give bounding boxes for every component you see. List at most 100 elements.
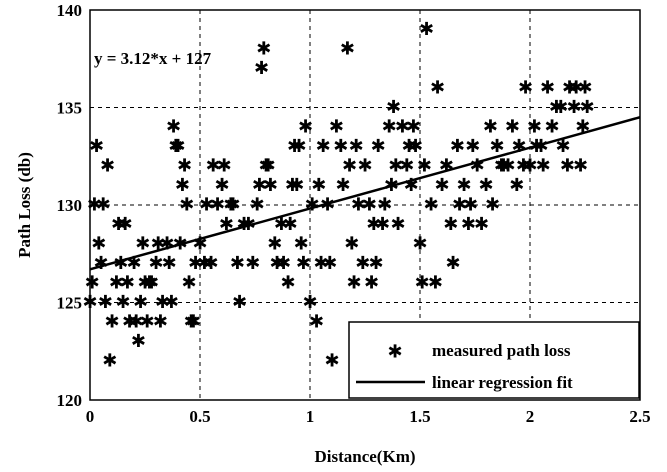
data-point: ✱: [188, 253, 203, 274]
data-point: ✱: [269, 253, 284, 274]
data-point: ✱: [148, 253, 163, 274]
data-point: ✱: [133, 292, 148, 313]
data-point: ✱: [461, 214, 476, 235]
data-point: ✱: [355, 253, 370, 274]
data-point: ✱: [85, 273, 100, 294]
data-point: ✱: [573, 156, 588, 177]
data-point: ✱: [280, 273, 295, 294]
data-point: ✱: [137, 273, 152, 294]
data-point: ✱: [390, 214, 405, 235]
data-point: ✱: [346, 273, 361, 294]
data-point: ✱: [140, 312, 155, 333]
x-axis-label: Distance(Km): [314, 447, 415, 466]
data-point: ✱: [302, 292, 317, 313]
data-point: ✱: [98, 292, 113, 313]
data-point: ✱: [250, 195, 265, 216]
data-point: ✱: [111, 214, 126, 235]
data-point: ✱: [540, 78, 555, 99]
data-point: ✱: [283, 214, 298, 235]
data-point: ✱: [166, 117, 181, 138]
data-point: ✱: [311, 175, 326, 196]
data-point: ✱: [164, 292, 179, 313]
data-point: ✱: [366, 214, 381, 235]
y-tick-label: 135: [57, 99, 83, 118]
data-point: ✱: [104, 312, 119, 333]
data-point: ✱: [443, 214, 458, 235]
data-point: ✱: [276, 253, 291, 274]
data-point: ✱: [214, 175, 229, 196]
data-point: ✱: [291, 136, 306, 157]
data-point: ✱: [463, 195, 478, 216]
data-point: ✱: [236, 214, 251, 235]
data-point: ✱: [122, 312, 137, 333]
data-point: ✱: [320, 195, 335, 216]
x-tick-label: 2.5: [629, 407, 650, 426]
data-point: ✱: [261, 156, 276, 177]
data-point: ✱: [135, 234, 150, 255]
y-axis-ticks: 120 125 130 135 140: [57, 1, 83, 410]
data-point: ✱: [170, 136, 185, 157]
data-point: ✱: [580, 97, 595, 118]
data-point: ✱: [483, 117, 498, 138]
data-point: ✱: [118, 214, 133, 235]
data-point: ✱: [549, 97, 564, 118]
data-point: ✱: [263, 175, 278, 196]
grid: [90, 10, 640, 400]
data-point: ✱: [511, 136, 526, 157]
data-point: ✱: [256, 39, 271, 60]
data-point: ✱: [555, 136, 570, 157]
data-point: ✱: [415, 273, 430, 294]
data-point: ✱: [210, 195, 225, 216]
data-point: ✱: [344, 234, 359, 255]
data-point: ✱: [296, 253, 311, 274]
data-point: ✱: [465, 136, 480, 157]
data-point: ✱: [478, 175, 493, 196]
data-point: ✱: [419, 19, 434, 40]
data-point: ✱: [456, 175, 471, 196]
data-point: ✱: [287, 136, 302, 157]
data-point: ✱: [203, 253, 218, 274]
legend-marker-icon: ✱: [387, 342, 402, 363]
data-point: ✱: [395, 117, 410, 138]
data-point: ✱: [91, 234, 106, 255]
data-point: ✱: [109, 273, 124, 294]
data-point: ✱: [382, 117, 397, 138]
data-point: ✱: [199, 195, 214, 216]
data-point: ✱: [375, 214, 390, 235]
data-point: ✱: [294, 234, 309, 255]
data-point: ✱: [428, 273, 443, 294]
data-point: ✱: [388, 156, 403, 177]
data-point: ✱: [305, 195, 320, 216]
data-point: ✱: [368, 253, 383, 274]
data-point: ✱: [509, 175, 524, 196]
data-point: ✱: [89, 136, 104, 157]
data-point: ✱: [313, 253, 328, 274]
data-point: ✱: [289, 175, 304, 196]
data-point: ✱: [445, 253, 460, 274]
data-point: ✱: [168, 136, 183, 157]
data-point: ✱: [184, 312, 199, 333]
data-point: ✱: [258, 156, 273, 177]
plot-frame: [89, 9, 641, 401]
x-tick-label: 1.5: [409, 407, 430, 426]
data-point: ✱: [527, 117, 542, 138]
data-point: ✱: [566, 97, 581, 118]
data-point: ✱: [100, 156, 115, 177]
data-point: ✱: [485, 195, 500, 216]
data-point: ✱: [401, 136, 416, 157]
x-axis-ticks: 0 0.5 1 1.5 2 2.5: [86, 407, 651, 426]
data-point: ✱: [500, 156, 515, 177]
data-point: ✱: [285, 175, 300, 196]
data-point: ✱: [342, 156, 357, 177]
data-point: ✱: [179, 195, 194, 216]
regression-equation: y = 3.12*x + 127: [94, 49, 212, 68]
data-point: ✱: [267, 234, 282, 255]
data-point: ✱: [175, 175, 190, 196]
x-tick-label: 2: [526, 407, 535, 426]
data-point: ✱: [533, 136, 548, 157]
data-point: ✱: [96, 195, 111, 216]
data-point: ✱: [364, 273, 379, 294]
data-point: ✱: [223, 195, 238, 216]
data-point: ✱: [316, 136, 331, 157]
data-point: ✱: [155, 292, 170, 313]
